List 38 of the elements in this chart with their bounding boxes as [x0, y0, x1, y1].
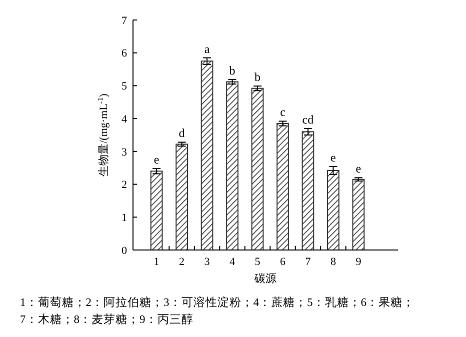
y-tick-label: 1	[122, 212, 127, 224]
y-tick-label: 7	[122, 14, 128, 27]
bar	[276, 123, 289, 250]
x-tick-label: 1	[154, 256, 160, 268]
x-tick-label: 8	[330, 256, 336, 268]
y-tick-label: 0	[122, 244, 128, 257]
x-tick-label: 3	[204, 256, 210, 268]
annotation: e	[154, 152, 160, 167]
bar	[200, 60, 214, 250]
y-tick-label: 6	[122, 48, 128, 60]
bar	[150, 170, 163, 250]
annotation: e	[330, 150, 336, 165]
bar	[302, 131, 314, 250]
x-axis-title: 碳源	[254, 273, 276, 285]
annotation: b	[229, 63, 236, 78]
bar	[176, 144, 188, 250]
x-tick-label: 7	[305, 256, 312, 268]
annotation: cd	[302, 112, 314, 126]
x-tick-label: 6	[280, 256, 286, 268]
bar	[226, 81, 238, 250]
annotation: b	[254, 70, 260, 84]
x-tick-label: 4	[230, 256, 236, 268]
y-tick-label: 2	[122, 179, 127, 192]
bar	[352, 178, 365, 250]
x-tick-label: 9	[356, 256, 362, 268]
x-tick-label: 2	[179, 256, 185, 268]
x-tick-label: 5	[254, 256, 261, 268]
y-tick-label: 4	[122, 113, 128, 126]
text: 1：葡萄糖；2：阿拉伯糖；3：可溶性淀粉；4：蔗糖；5：乳糖；6：果糖；	[20, 295, 414, 309]
y-tick-label: 3	[122, 146, 128, 158]
annotation: d	[178, 126, 185, 140]
text: 7：木糖；8：麦芽糖；9：丙三醇	[20, 312, 194, 326]
annotation: c	[280, 105, 286, 120]
annotation: e	[356, 162, 362, 176]
annotation: a	[204, 42, 210, 56]
bar	[251, 88, 264, 250]
bar	[327, 170, 340, 250]
y-tick-label: 5	[122, 80, 128, 93]
